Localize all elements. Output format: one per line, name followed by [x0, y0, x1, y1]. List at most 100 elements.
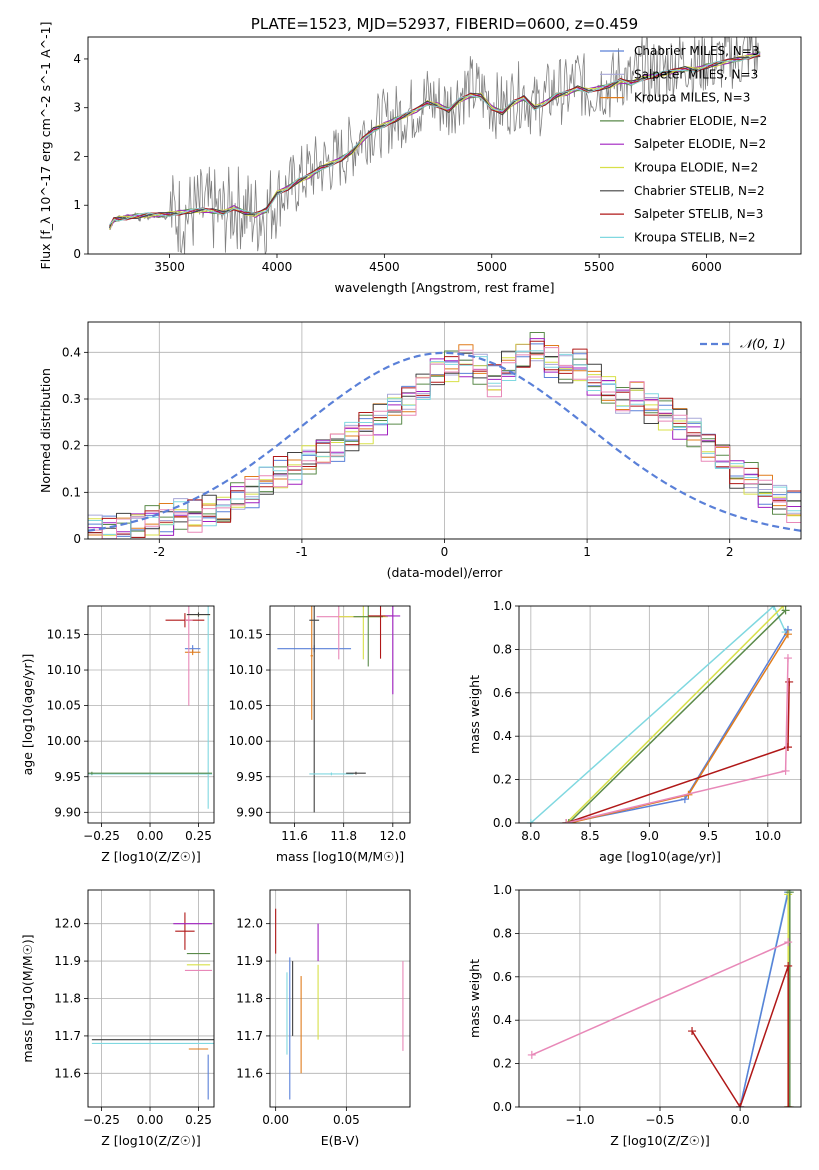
x-tick-label: 5500	[584, 260, 615, 274]
axes-frame	[518, 605, 802, 824]
x-axis-label: wavelength [Angstrom, rest frame]	[334, 280, 554, 295]
y-tick-label: 11.7	[54, 1029, 81, 1043]
model-line-5	[109, 54, 761, 230]
x-tick-label: −1.0	[565, 1113, 594, 1127]
x-tick-label: 12.0	[379, 829, 406, 843]
panel-spectrum: 3500 4000 4500 5000 5500 6000 0 1 2 3 4 wavelength …	[38, 15, 802, 295]
y-tick-label: 0	[73, 532, 81, 546]
weight-marker	[564, 819, 573, 823]
y-tick-label: 0.3	[62, 392, 81, 406]
x-tick-label: 8.0	[521, 829, 540, 843]
weight-line-0	[530, 606, 787, 823]
y-tick-label: 0	[73, 247, 81, 261]
panel-weight-vs-age: 8.0 8.5 9.0 9.5 10.0 0.0 0.2 0.4 0.6 0.8 1.0 age [l…	[467, 599, 802, 864]
y-tick-label: 0.4	[493, 1013, 512, 1027]
y-tick-label: 10.10	[229, 663, 263, 677]
panel-age-vs-Z: −0.25 0.00 0.25 9.90 9.95 10.00 10.05 10.10 10.1…	[20, 605, 215, 864]
x-axis-label: Z [log10(Z/Z☉)]	[101, 849, 201, 864]
x-tick-label: -1	[296, 545, 308, 559]
y-tick-label: 12.0	[54, 917, 81, 931]
panel-mass-vs-ebv: 0.00 0.05 11.6 11.7 11.8 11.9 12.0 E(B-V)	[236, 889, 411, 1148]
weight-marker	[783, 654, 792, 663]
legend-label: Chabrier MILES, N=3	[634, 44, 759, 58]
legend-label: Kroupa STELIB, N=2	[634, 230, 756, 244]
y-tick-label: 0.6	[493, 970, 512, 984]
plot-area	[519, 890, 801, 1107]
y-tick-label: 9.95	[54, 770, 81, 784]
y-tick-label: 0.4	[493, 729, 512, 743]
weight-marker	[785, 677, 794, 686]
x-tick-label: 0	[441, 545, 449, 559]
x-tick-label: 0.25	[185, 829, 212, 843]
plot-area	[88, 606, 214, 823]
x-tick-label: 4500	[369, 260, 400, 274]
weight-line-4	[568, 609, 787, 823]
y-tick-label: 0.0	[493, 1100, 512, 1114]
chart-title: PLATE=1523, MJD=52937, FIBERID=0600, z=0…	[251, 15, 638, 33]
x-tick-label: −0.25	[83, 1113, 120, 1127]
y-tick-label: 2	[73, 149, 81, 163]
x-tick-label: −0.5	[645, 1113, 674, 1127]
y-tick-label: 1	[73, 198, 81, 212]
x-tick-label: 3500	[154, 260, 185, 274]
axes-frame	[87, 321, 802, 540]
panel-weight-vs-Z: −1.0 −0.5 0.0 0.0 0.2 0.4 0.6 0.8 1.0 Z [log10(Z/…	[467, 883, 802, 1148]
y-tick-label: 10.00	[229, 734, 263, 748]
axes-frame	[269, 605, 411, 824]
y-axis-label: mass weight	[467, 675, 482, 754]
weight-marker	[736, 1103, 745, 1107]
x-tick-label: 9.5	[699, 829, 718, 843]
x-tick-label: 0.05	[333, 1113, 360, 1127]
weight-line-2	[569, 633, 789, 823]
weight-marker	[526, 819, 535, 823]
axes-frame	[87, 605, 215, 824]
y-tick-label: 0.8	[493, 926, 512, 940]
y-tick-label: 0.2	[62, 439, 81, 453]
y-tick-label: 10.10	[47, 663, 81, 677]
weight-marker	[769, 606, 778, 610]
x-tick-label: 8.5	[581, 829, 600, 843]
y-axis-label: Flux [f_λ 10^-17 erg cm^-2 s^-1 A^-1]	[38, 22, 53, 270]
x-tick-label: 0.00	[137, 1113, 164, 1127]
x-tick-label: 0.25	[185, 1113, 212, 1127]
panel-residuals: -2 -1 0 1 2 0 0.1 0.2 0.3 0.4 (data-model)/error No…	[38, 321, 802, 580]
weight-line-5	[691, 965, 789, 1107]
axes-frame	[87, 889, 215, 1108]
weight-marker	[781, 606, 790, 615]
weight-marker	[785, 1103, 794, 1107]
x-tick-label: 11.8	[330, 829, 357, 843]
histogram-8	[88, 350, 801, 539]
legend-label: Chabrier STELIB, N=2	[634, 184, 765, 198]
legend-label: 𝒩(0, 1)	[740, 336, 786, 351]
legend-label: Kroupa MILES, N=3	[634, 91, 750, 105]
x-tick-label: 0.00	[262, 1113, 289, 1127]
weight-marker	[784, 938, 793, 947]
weight-marker	[779, 606, 788, 610]
legend: 𝒩(0, 1)	[700, 336, 786, 351]
legend-label: Kroupa ELODIE, N=2	[634, 161, 758, 175]
legend-label: Salpeter MILES, N=3	[634, 67, 758, 81]
plot-area	[270, 606, 410, 823]
y-tick-label: 0.2	[493, 1057, 512, 1071]
weight-line-3	[565, 606, 784, 823]
y-tick-label: 10.00	[47, 734, 81, 748]
y-tick-label: 10.15	[47, 627, 81, 641]
x-axis-label: Z [log10(Z/Z☉)]	[101, 1133, 201, 1148]
weight-line-4	[531, 941, 789, 1056]
y-tick-label: 10.05	[47, 699, 81, 713]
x-tick-label: -2	[153, 545, 165, 559]
y-tick-label: 9.95	[236, 770, 263, 784]
model-line-7	[109, 54, 761, 226]
y-tick-label: 0.2	[493, 773, 512, 787]
x-tick-label: −0.25	[83, 829, 120, 843]
x-tick-label: 10.0	[754, 829, 781, 843]
axes-frame	[269, 889, 411, 1108]
x-tick-label: 5000	[476, 260, 507, 274]
y-tick-label: 11.7	[236, 1029, 263, 1043]
axes-frame	[518, 889, 802, 1108]
y-tick-label: 10.05	[229, 699, 263, 713]
x-tick-label: 1	[583, 545, 591, 559]
weight-marker	[784, 1103, 793, 1107]
y-tick-label: 1.0	[493, 599, 512, 613]
